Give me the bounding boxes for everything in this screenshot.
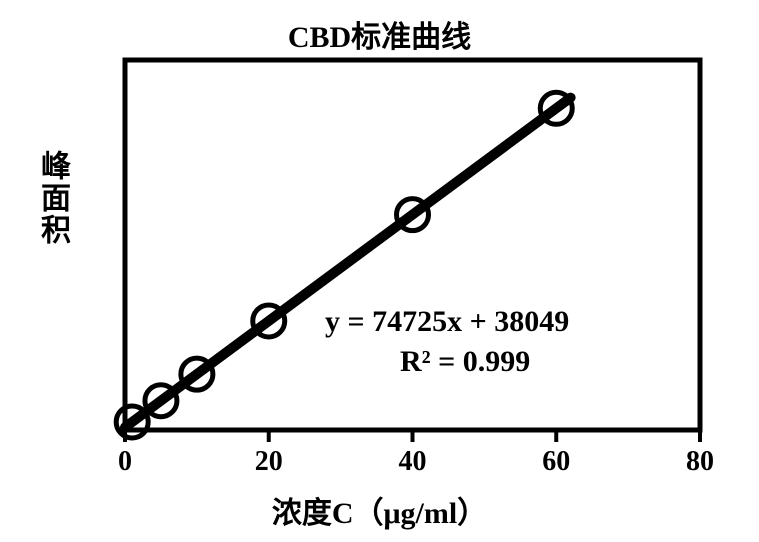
x-tick-label: 20 [239, 446, 299, 478]
x-tick-label: 80 [670, 446, 730, 478]
x-tick-label: 60 [526, 446, 586, 478]
x-tick-label: 40 [383, 446, 443, 478]
x-tick-label: 0 [95, 446, 155, 478]
